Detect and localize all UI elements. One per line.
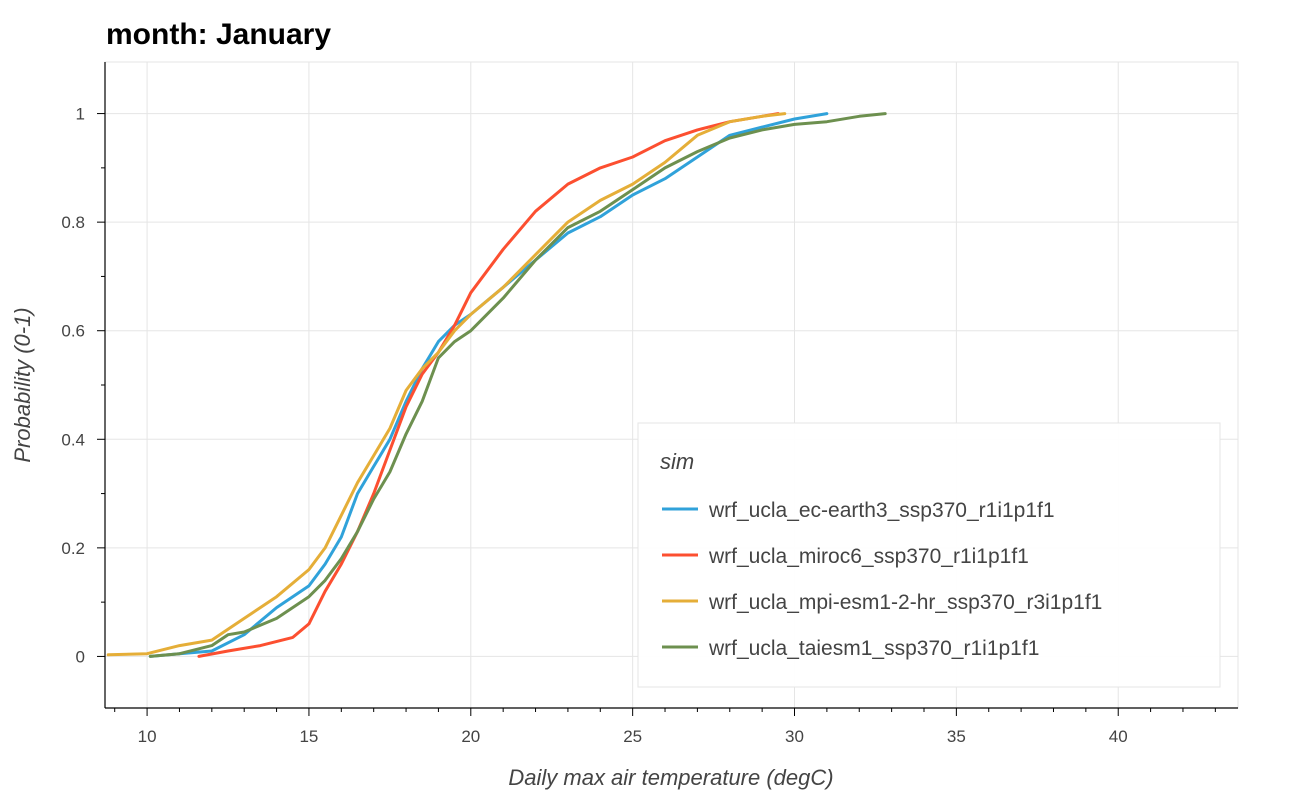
- series-line-3: [106, 112, 787, 657]
- legend-label-2: wrf_ucla_miroc6_ssp370_r1i1p1f1: [708, 545, 1029, 568]
- y-tick-label: 0.2: [61, 539, 85, 558]
- y-tick-label: 0.6: [61, 322, 85, 341]
- x-tick-label: 25: [623, 727, 642, 746]
- series-lines: [106, 112, 887, 658]
- x-tick-label: 15: [299, 727, 318, 746]
- axes: 10 15 20 25 30 35 40 0 0.2 0.4 0.6 0.8 1: [61, 62, 1238, 746]
- x-tick-label: 20: [461, 727, 480, 746]
- x-tick-label: 10: [138, 727, 157, 746]
- legend-label-4: wrf_ucla_taiesm1_ssp370_r1i1p1f1: [708, 637, 1039, 660]
- y-axis-label: Probability (0-1): [10, 307, 35, 462]
- x-tick-label: 35: [947, 727, 966, 746]
- legend-title: sim: [660, 449, 694, 474]
- y-tick-label: 0: [76, 647, 85, 666]
- series-line-4: [148, 112, 887, 658]
- y-tick-label: 1: [76, 105, 85, 124]
- legend-box: [637, 422, 1221, 688]
- series-line-1: [148, 112, 829, 658]
- legend-label-3: wrf_ucla_mpi-esm1-2-hr_ssp370_r3i1p1f1: [708, 591, 1102, 614]
- x-tick-label: 30: [785, 727, 804, 746]
- legend-items: wrf_ucla_ec-earth3_ssp370_r1i1p1f1 wrf_uc…: [662, 499, 1102, 660]
- y-tick-label: 0.4: [61, 430, 85, 449]
- chart-title: month: January: [106, 18, 331, 51]
- legend-label-1: wrf_ucla_ec-earth3_ssp370_r1i1p1f1: [708, 499, 1055, 522]
- x-tick-label: 40: [1109, 727, 1128, 746]
- legend: sim wrf_ucla_ec-earth3_ssp370_r1i1p1f1wr…: [637, 422, 1221, 688]
- y-tick-label: 0.8: [61, 213, 85, 232]
- x-axis-label: Daily max air temperature (degC): [508, 765, 833, 790]
